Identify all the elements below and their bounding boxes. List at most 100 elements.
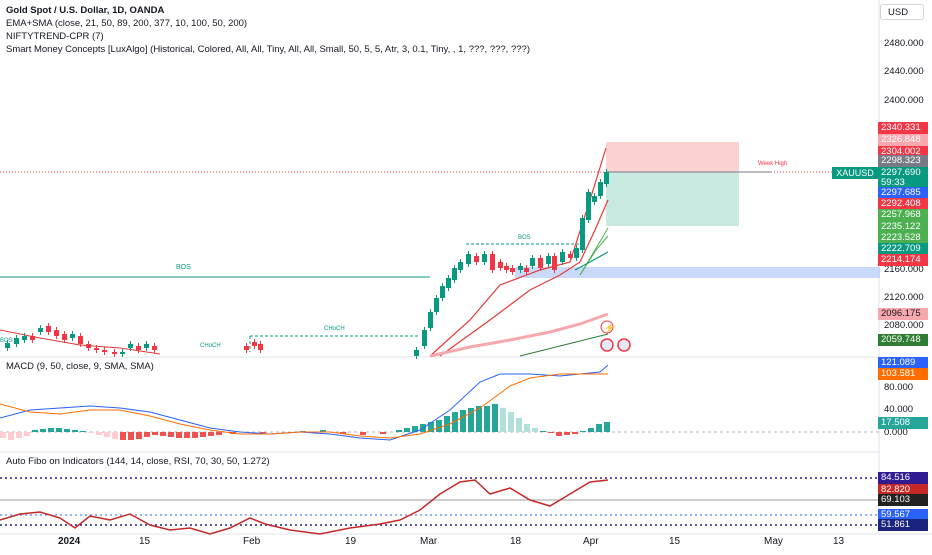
time-axis-label: 18 [510,536,522,547]
macd-histogram-bar [176,432,182,438]
symbol-tag: XAUUSD [832,167,878,179]
candle-body [586,192,591,220]
histogram-tag: 17.508 [878,417,928,429]
candle-body [446,278,451,288]
candle-body [144,344,149,348]
currency-button[interactable]: USD [880,4,924,20]
lightning-glyph: ⚡ [604,322,615,334]
macd-histogram-bar [396,430,402,432]
macd-histogram-bar [24,432,30,436]
macd-histogram-bar [404,428,410,432]
candle-body [252,342,257,346]
candle-body [466,254,471,264]
macd-histogram-bar [596,424,602,432]
time-axis-label: 15 [669,536,681,547]
macd-histogram-bar [360,432,366,435]
macd-histogram-bar [484,406,490,432]
macd-histogram-bar [8,432,14,440]
candle-body [128,344,133,348]
candle-body [604,172,609,184]
candle-body [5,343,10,348]
time-axis-label: May [764,536,783,547]
candle-body [482,254,487,262]
candle-body [136,346,141,350]
candle-body [574,248,579,258]
ema-377-line [429,312,609,358]
macd-histogram [0,404,610,440]
candle-body [102,350,107,352]
candle-body [518,266,523,270]
macd-histogram-bar [380,432,386,434]
macd-histogram-bar [340,432,346,434]
macd-histogram-bar [56,428,62,432]
candle-body [598,182,603,196]
macd-histogram-bar [80,431,86,432]
macd-histogram-bar [260,432,266,433]
macd-histogram-bar [476,406,482,432]
macd-histogram-bar [444,416,450,432]
price-tag: 2297.690 [878,167,928,179]
bos-label: BOS [518,235,531,241]
price-tag: 2235.122 [878,221,928,233]
macd-line [0,364,609,441]
macd-histogram-bar [492,404,498,432]
macd-histogram-bar [96,432,102,435]
indicator-smc[interactable]: Smart Money Concepts [LuxAlgo] (Historic… [6,44,530,55]
macd-histogram-bar [184,432,190,438]
price-axis-label: 2120.000 [884,292,924,303]
macd-histogram-bar [580,431,586,432]
candle-body [54,330,59,336]
macd-histogram-bar [136,432,142,439]
macd-histogram-bar [508,412,514,432]
bos-label: BOS [0,338,13,344]
macd-histogram-bar [32,430,38,432]
candle-body [78,336,83,344]
fibo-tag: 82.820 [878,484,928,496]
symbol-title[interactable]: Gold Spot / U.S. Dollar, 1D, OANDA [6,5,165,16]
macd-histogram-bar [104,432,110,437]
time-axis-label: Mar [420,536,438,547]
macd-histogram-bar [200,432,206,437]
choch-label: CHoCH [200,343,221,349]
candle-body [552,256,557,270]
candle-body [592,196,597,202]
price-tag: 2222.709 [878,243,928,255]
candle-body [94,348,99,350]
candle-body [530,258,535,266]
candle-body [244,346,249,350]
candle-body [452,268,457,280]
macd-histogram-bar [428,422,434,432]
bos-label: BOS [176,264,191,271]
macd-histogram-bar [556,432,562,436]
fibo-tag: 59.567 [878,509,928,521]
macd-histogram-bar [572,432,578,434]
candle-body [46,326,51,332]
macd-histogram-bar [0,432,6,438]
candle-body [86,344,91,348]
macd-histogram-bar [88,432,94,433]
time-axis-label: 15 [139,536,151,547]
price-axis-label: 2440.000 [884,66,924,77]
candle-body [510,268,515,272]
fibo-title[interactable]: Auto Fibo on Indicators (144, 14, close,… [6,456,270,467]
candle-body [258,344,263,350]
candle-body [422,330,427,346]
us-flag-icon[interactable] [600,338,614,352]
macd-histogram-bar [64,429,70,432]
macd-histogram-bar [72,430,78,432]
macd-histogram-bar [144,432,150,437]
macd-histogram-bar [436,420,442,432]
signal-line [0,373,608,439]
lightning-icon[interactable] [600,320,614,334]
candle-body [538,258,543,268]
macd-histogram-bar [160,432,166,436]
indicator-niftytrend[interactable]: NIFTYTREND-CPR (7) [6,31,104,42]
candle-body [414,350,419,356]
us-flag-icon[interactable] [617,338,631,352]
indicator-ema-sma[interactable]: EMA+SMA (close, 21, 50, 89, 200, 377, 10… [6,18,248,29]
macd-title[interactable]: MACD (9, 50, close, 9, SMA, SMA) [6,361,154,372]
macd-axis-label: 0.000 [884,427,908,438]
candle-body [152,346,157,350]
candle-body [434,298,439,312]
